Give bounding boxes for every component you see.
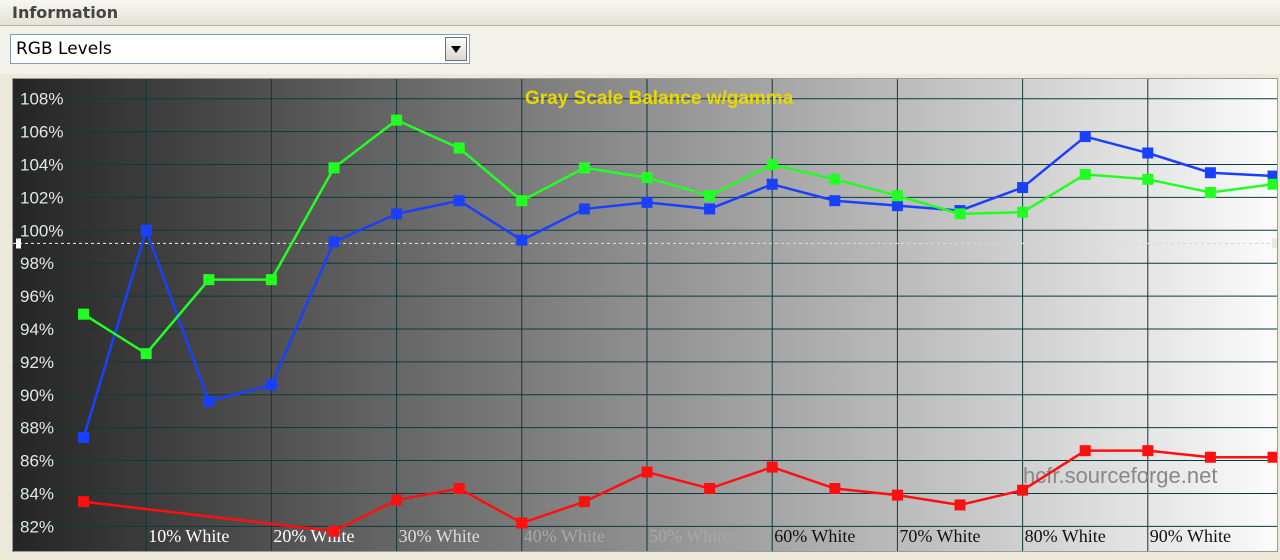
y-tick-label: 100% bbox=[20, 221, 63, 240]
data-point bbox=[1267, 178, 1277, 190]
view-select-value: RGB Levels bbox=[16, 39, 112, 59]
reference-marker-right bbox=[1272, 238, 1277, 249]
data-point bbox=[516, 234, 528, 246]
chart-area: 82% 84% 86% 88% 90% 92% 94% 96% 98% 100% 102% 104% 1… bbox=[12, 78, 1278, 552]
y-tick-label: 96% bbox=[20, 287, 54, 306]
y-tick-label: 106% bbox=[20, 123, 63, 142]
data-point bbox=[829, 195, 841, 207]
y-tick-label: 94% bbox=[20, 320, 54, 339]
chevron-down-icon bbox=[451, 46, 461, 53]
data-point bbox=[391, 114, 403, 126]
data-point bbox=[453, 142, 465, 154]
data-point bbox=[954, 208, 966, 220]
data-point bbox=[829, 483, 841, 495]
data-point bbox=[328, 525, 340, 537]
data-point bbox=[578, 203, 590, 215]
chart-title: Gray Scale Balance w/gamma bbox=[525, 88, 794, 109]
y-tick-label: 104% bbox=[20, 156, 63, 175]
data-point bbox=[140, 224, 152, 236]
data-point bbox=[1142, 147, 1154, 159]
x-tick-label: 30% White bbox=[399, 526, 480, 546]
x-tick-label: 60% White bbox=[774, 526, 855, 546]
data-point bbox=[1017, 206, 1029, 218]
data-point bbox=[328, 162, 340, 174]
x-tick-label: 70% White bbox=[899, 526, 980, 546]
data-point bbox=[891, 190, 903, 202]
data-point bbox=[891, 200, 903, 212]
data-point bbox=[766, 159, 778, 171]
data-point bbox=[1204, 167, 1216, 179]
data-point bbox=[78, 496, 90, 508]
reference-marker-left bbox=[16, 238, 21, 249]
data-point bbox=[1079, 445, 1091, 457]
data-point bbox=[453, 483, 465, 495]
data-point bbox=[766, 461, 778, 473]
data-point bbox=[641, 172, 653, 184]
view-select[interactable]: RGB Levels bbox=[10, 34, 470, 64]
panel-title: Information bbox=[12, 3, 119, 22]
y-tick-label: 84% bbox=[20, 484, 54, 503]
data-point bbox=[1267, 170, 1277, 182]
data-point bbox=[391, 494, 403, 506]
y-tick-label: 82% bbox=[20, 517, 54, 536]
data-point bbox=[265, 379, 277, 391]
data-point bbox=[954, 499, 966, 511]
data-point bbox=[1017, 484, 1029, 496]
data-point bbox=[1079, 168, 1091, 180]
y-tick-label: 90% bbox=[20, 386, 54, 405]
data-point bbox=[391, 208, 403, 220]
series-line bbox=[82, 135, 1274, 438]
data-point bbox=[1204, 186, 1216, 198]
y-tick-label: 98% bbox=[20, 254, 54, 273]
x-tick-label: 50% White bbox=[649, 526, 730, 546]
data-point bbox=[891, 489, 903, 501]
data-point bbox=[1142, 445, 1154, 457]
data-point bbox=[140, 348, 152, 360]
gray-scale-chart: 82% 84% 86% 88% 90% 92% 94% 96% 98% 100% 102% 104% 1… bbox=[13, 79, 1277, 551]
y-tick-label: 88% bbox=[20, 419, 54, 438]
y-tick-label: 108% bbox=[20, 90, 63, 109]
data-point bbox=[641, 196, 653, 208]
data-point bbox=[1142, 173, 1154, 185]
data-point bbox=[78, 432, 90, 444]
data-point bbox=[641, 466, 653, 478]
x-tick-label: 90% White bbox=[1150, 526, 1231, 546]
data-point bbox=[578, 162, 590, 174]
data-point bbox=[704, 203, 716, 215]
x-tick-label: 80% White bbox=[1025, 526, 1106, 546]
data-point bbox=[328, 236, 340, 248]
data-point bbox=[704, 483, 716, 495]
data-point bbox=[704, 190, 716, 202]
panel-header: Information bbox=[0, 0, 1280, 26]
view-select-dropdown-button[interactable] bbox=[445, 37, 467, 61]
data-point bbox=[1079, 131, 1091, 143]
data-point bbox=[516, 517, 528, 529]
x-tick-label: 10% White bbox=[148, 526, 229, 546]
data-point bbox=[766, 178, 778, 190]
data-point bbox=[203, 395, 215, 407]
data-point bbox=[516, 195, 528, 207]
y-tick-label: 92% bbox=[20, 353, 54, 372]
data-point bbox=[1017, 182, 1029, 194]
data-point bbox=[78, 308, 90, 320]
y-tick-label: 102% bbox=[20, 188, 63, 207]
watermark: hcfr.sourceforge.net bbox=[1023, 463, 1217, 488]
data-point bbox=[1267, 451, 1277, 463]
data-point bbox=[1204, 451, 1216, 463]
data-point bbox=[578, 496, 590, 508]
y-tick-label: 86% bbox=[20, 452, 54, 471]
data-point bbox=[829, 173, 841, 185]
data-point bbox=[265, 274, 277, 286]
series-line bbox=[82, 118, 1274, 356]
data-point bbox=[203, 274, 215, 286]
data-point bbox=[453, 195, 465, 207]
x-tick-label: 40% White bbox=[524, 526, 605, 546]
